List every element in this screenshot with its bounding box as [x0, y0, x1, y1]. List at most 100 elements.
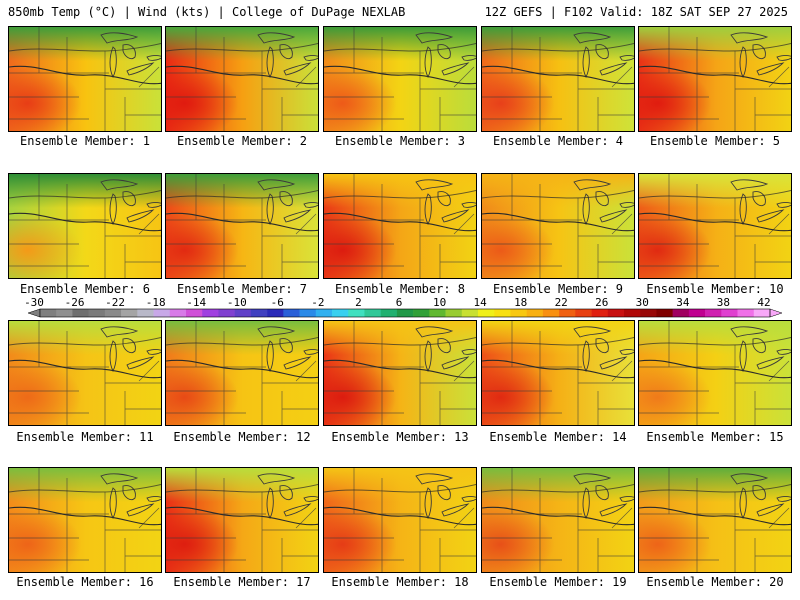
height-contour	[324, 506, 476, 526]
colorbar-swatch	[624, 309, 641, 317]
colorbar-tick-label: 18	[514, 296, 527, 309]
height-contour	[9, 337, 161, 346]
colorbar-tick-label: 38	[717, 296, 730, 309]
ensemble-member-map	[323, 467, 477, 573]
colorbar-swatch	[542, 309, 560, 317]
colorbar-swatch	[688, 309, 706, 317]
state-boundaries	[324, 468, 476, 572]
warm-air-region	[9, 27, 161, 131]
ensemble-member-map	[481, 26, 635, 132]
height-contour	[639, 212, 791, 232]
colorbar-swatch	[737, 309, 755, 317]
colorbar-swatch	[153, 309, 171, 317]
ensemble-member-map	[323, 173, 477, 279]
state-boundaries	[639, 27, 791, 131]
state-boundaries	[9, 174, 161, 278]
ensemble-member-map	[323, 26, 477, 132]
height-contour	[482, 65, 634, 85]
colorbar-tick-label: 10	[433, 296, 446, 309]
ensemble-member-label: Ensemble Member: 14	[489, 430, 627, 444]
colorbar-tick-label: 22	[555, 296, 568, 309]
height-contour	[639, 506, 791, 526]
colorbar-swatch	[510, 309, 527, 317]
colorbar-tick-label: 34	[676, 296, 690, 309]
warm-air-region	[482, 174, 634, 278]
warm-air-region	[324, 468, 476, 572]
height-contour	[324, 190, 476, 199]
ensemble-member-label: Ensemble Member: 12	[173, 430, 311, 444]
state-boundaries	[482, 174, 634, 278]
colorbar-tick-label: -22	[105, 296, 125, 309]
state-boundaries	[482, 321, 634, 425]
temperature-map	[9, 321, 161, 425]
ensemble-member-map	[481, 173, 635, 279]
great-lakes-outline	[100, 473, 161, 520]
colorbar-swatch	[753, 309, 771, 317]
warm-air-region	[639, 174, 791, 278]
colorbar-swatch	[332, 309, 349, 317]
ensemble-member-label: Ensemble Member: 7	[176, 282, 308, 296]
colorbar-swatch	[559, 309, 576, 317]
colorbar-swatch	[380, 309, 398, 317]
ensemble-member-map	[481, 467, 635, 573]
ensemble-member-label: Ensemble Member: 20	[646, 575, 784, 589]
height-contour	[482, 43, 634, 52]
colorbar-swatch	[672, 309, 690, 317]
height-contour	[639, 484, 791, 493]
warm-air-region	[482, 321, 634, 425]
colorbar-swatch	[445, 309, 463, 317]
ensemble-member-map	[481, 320, 635, 426]
colorbar-tick-label: -26	[65, 296, 85, 309]
warm-air-region	[9, 321, 161, 425]
colorbar-tick-label: 42	[757, 296, 770, 309]
height-contour	[9, 65, 161, 85]
colorbar-swatch	[186, 309, 203, 317]
height-contour	[166, 337, 318, 346]
state-boundaries	[639, 468, 791, 572]
ensemble-member-label: Ensemble Member: 13	[331, 430, 469, 444]
ensemble-member-map	[8, 26, 162, 132]
ensemble-member-map	[8, 467, 162, 573]
temperature-map	[324, 468, 476, 572]
colorbar-tick-label: 14	[473, 296, 487, 309]
colorbar-tick-label: -14	[186, 296, 206, 309]
colorbar-swatch	[494, 309, 511, 317]
temperature-map	[482, 468, 634, 572]
warm-air-region	[324, 27, 476, 131]
ensemble-member-label: Ensemble Member: 15	[646, 430, 784, 444]
great-lakes-outline	[573, 473, 634, 520]
colorbar-swatch	[72, 309, 89, 317]
colorbar-swatch	[461, 309, 479, 317]
state-boundaries	[9, 468, 161, 572]
colorbar-swatch	[40, 309, 57, 317]
colorbar-tick-label: 26	[595, 296, 608, 309]
ensemble-member-map	[638, 320, 792, 426]
ensemble-member-label: Ensemble Member: 2	[176, 134, 308, 148]
temperature-colorbar: -30 -26 -22 -18 -14 -10 -6 -2 2 6 10 14 18 22 26 30 34 38…	[24, 296, 783, 318]
colorbar-arrow-left	[27, 308, 41, 318]
ensemble-member-label: Ensemble Member: 1	[19, 134, 151, 148]
state-boundaries	[166, 174, 318, 278]
warm-air-region	[324, 174, 476, 278]
height-contour	[324, 337, 476, 346]
temperature-map	[324, 27, 476, 131]
height-contour	[166, 65, 318, 85]
colorbar-tick-label: -10	[227, 296, 247, 309]
colorbar-swatch	[202, 309, 219, 317]
colorbar-swatch	[607, 309, 625, 317]
colorbar-swatch	[348, 309, 365, 317]
temperature-map	[639, 27, 791, 131]
height-contour	[482, 212, 634, 232]
height-contour	[639, 43, 791, 52]
temperature-map	[639, 174, 791, 278]
temperature-map	[9, 27, 161, 131]
colorbar-swatch	[250, 309, 268, 317]
colorbar-tick-label: 2	[355, 296, 362, 309]
ensemble-member-label: Ensemble Member: 11	[16, 430, 154, 444]
state-boundaries	[482, 468, 634, 572]
temperature-map	[9, 468, 161, 572]
state-boundaries	[482, 27, 634, 131]
colorbar-swatch	[218, 309, 235, 317]
colorbar-swatch	[526, 309, 544, 317]
colorbar-swatch	[396, 309, 414, 317]
